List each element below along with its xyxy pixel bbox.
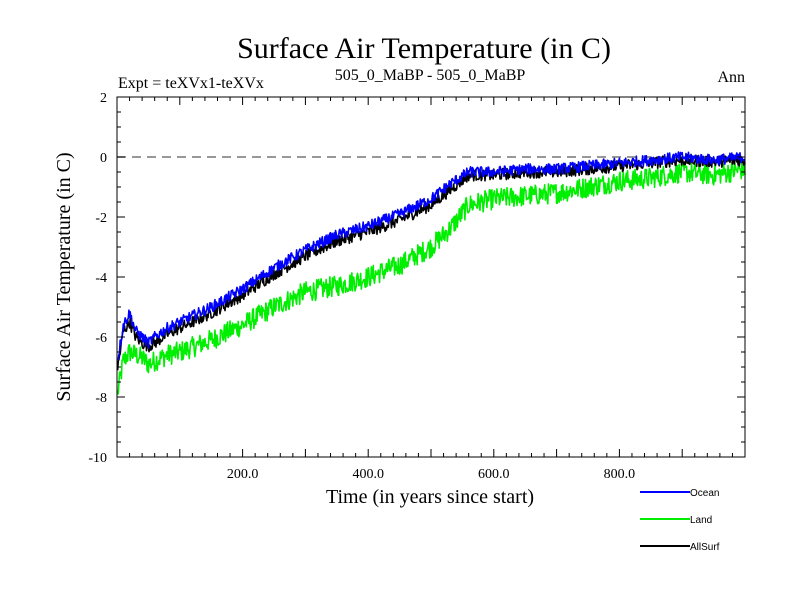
- period-label: 505_0_MaBP - 505_0_MaBP: [335, 67, 526, 84]
- experiment-label: Expt = teXVx1-teXVx: [118, 75, 264, 92]
- series-line-ocean: [117, 151, 746, 361]
- y-tick-label: -2: [95, 211, 107, 226]
- x-tick-label: 400.0: [352, 467, 384, 482]
- x-axis-label: Time (in years since start): [326, 486, 534, 508]
- y-tick-label: -4: [95, 271, 107, 286]
- legend: Ocean Land AllSurf: [640, 488, 720, 553]
- season-label: Ann: [717, 69, 745, 86]
- x-tick-label: 200.0: [227, 467, 259, 482]
- y-tick-label: -8: [95, 391, 107, 406]
- series-layer: [116, 151, 746, 395]
- legend-label-ocean: Ocean: [690, 488, 719, 499]
- x-tick-label: 600.0: [478, 467, 510, 482]
- y-tick-label: 2: [100, 91, 107, 106]
- plot-frame: [116, 96, 746, 458]
- legend-label-land: Land: [690, 515, 712, 526]
- y-tick-label: -10: [88, 451, 107, 466]
- y-tick-label: 0: [100, 151, 107, 166]
- axis-layer: -10 -8 -6 -4 -2 0 2 200.0 400.0 600.0 800.0: [88, 91, 746, 482]
- legend-label-allsurf: AllSurf: [690, 542, 720, 553]
- chart-title: Surface Air Temperature (in C): [237, 32, 611, 65]
- y-tick-label: -6: [95, 331, 107, 346]
- y-axis-label: Surface Air Temperature (in C): [53, 152, 75, 401]
- series-line-land: [116, 159, 746, 395]
- x-tick-label: 800.0: [604, 467, 636, 482]
